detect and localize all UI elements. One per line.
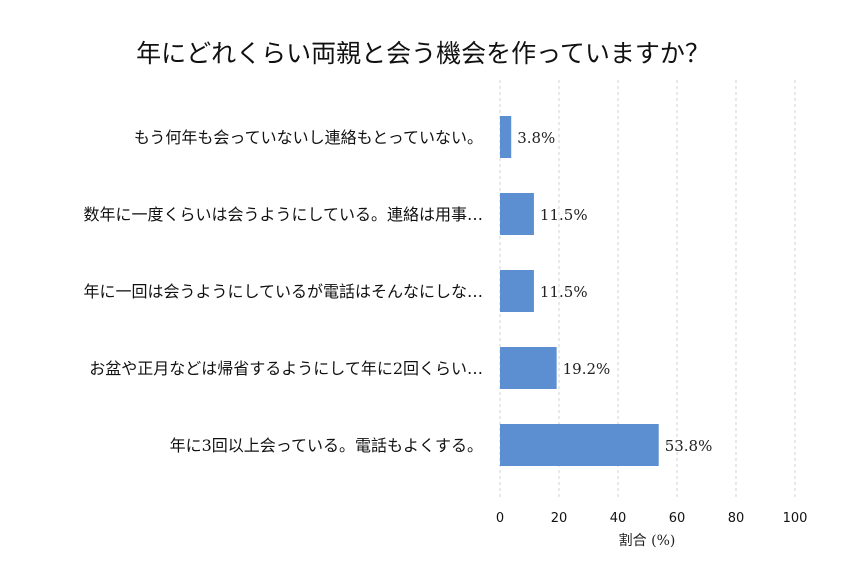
bars [500, 116, 659, 466]
category-label: 年に一回は会うようにしているが電話はそんなにしな… [83, 282, 483, 301]
category-label: 年に3回以上会っている。電話もよくする。 [170, 436, 483, 455]
data-label: 3.8% [517, 129, 555, 147]
category-label: もう何年も会っていないし連絡もとっていない。 [134, 128, 483, 147]
x-tick-label: 40 [610, 511, 627, 526]
chart-title: 年にどれくらい両親と会う機会を作っていますか？ [136, 39, 710, 68]
x-tick-label: 60 [669, 511, 686, 526]
data-label: 19.2% [563, 360, 611, 378]
bar [500, 424, 659, 466]
data-label: 53.8% [665, 437, 713, 455]
bar [500, 347, 557, 389]
x-tick-label: 100 [783, 511, 808, 526]
data-labels: 3.8% 11.5% 11.5% 19.2% 53.8% [517, 129, 712, 455]
data-label: 11.5% [540, 206, 588, 224]
x-tick-label: 20 [551, 511, 568, 526]
bar [500, 116, 512, 158]
category-label: 数年に一度くらいは会うようにしている。連絡は用事… [83, 205, 483, 224]
category-label: お盆や正月などは帰省するようにして年に2回くらい… [89, 359, 483, 378]
category-labels: もう何年も会っていないし連絡もとっていない。数年に一度くらいは会うようにしている… [83, 128, 483, 455]
x-axis-ticks: 0 20 40 60 80 100 [496, 511, 808, 526]
data-label: 11.5% [540, 283, 588, 301]
bar [500, 270, 534, 312]
x-axis-label: 割合 (%) [619, 532, 676, 549]
x-tick-label: 0 [496, 511, 504, 526]
bar [500, 193, 534, 235]
x-tick-label: 80 [728, 511, 745, 526]
